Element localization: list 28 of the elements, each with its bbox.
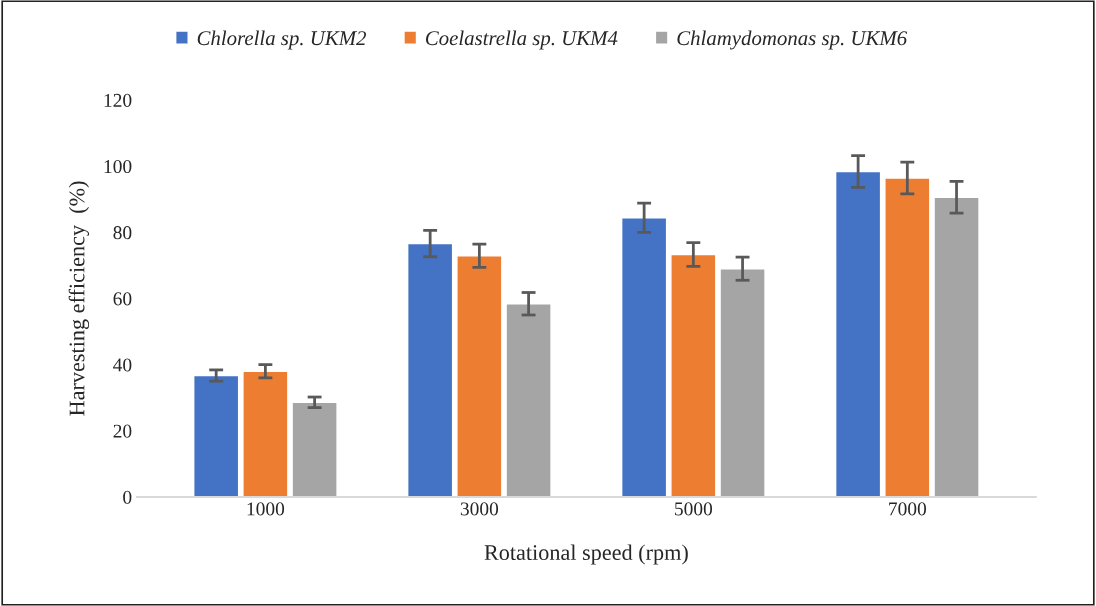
bar <box>456 255 503 497</box>
bar <box>933 196 980 497</box>
legend-label: Chlorella sp. UKM2 <box>197 30 367 50</box>
bar <box>670 253 717 497</box>
legend-label: Chlamydomonas sp. UKM6 <box>677 30 908 50</box>
y-tick-label: 40 <box>113 358 132 372</box>
legend-label: Coelastrella sp. UKM4 <box>425 30 618 50</box>
y-axis-title: Harvesting efficiency (%) <box>68 181 90 416</box>
x-axis-title: Rotational speed (rpm) <box>484 544 688 565</box>
bar <box>406 242 454 497</box>
y-tick-label: 100 <box>104 159 132 174</box>
bar <box>884 177 931 497</box>
y-tick-label: 80 <box>113 226 132 240</box>
x-tick-label: 1000 <box>247 502 285 516</box>
bar <box>620 217 668 497</box>
y-tick-label: 120 <box>104 93 132 107</box>
x-tick-label: 5000 <box>675 502 713 516</box>
bar <box>242 370 289 497</box>
y-tick-label: 60 <box>113 292 132 306</box>
bar <box>719 267 766 497</box>
y-tick-label: 0 <box>123 490 132 504</box>
x-tick-label: 3000 <box>460 502 499 516</box>
bar <box>193 374 240 497</box>
bar <box>834 170 882 497</box>
y-tick-label: 20 <box>113 424 132 438</box>
bar <box>291 401 338 497</box>
x-tick-label: 7000 <box>889 502 927 516</box>
bar <box>505 303 552 497</box>
